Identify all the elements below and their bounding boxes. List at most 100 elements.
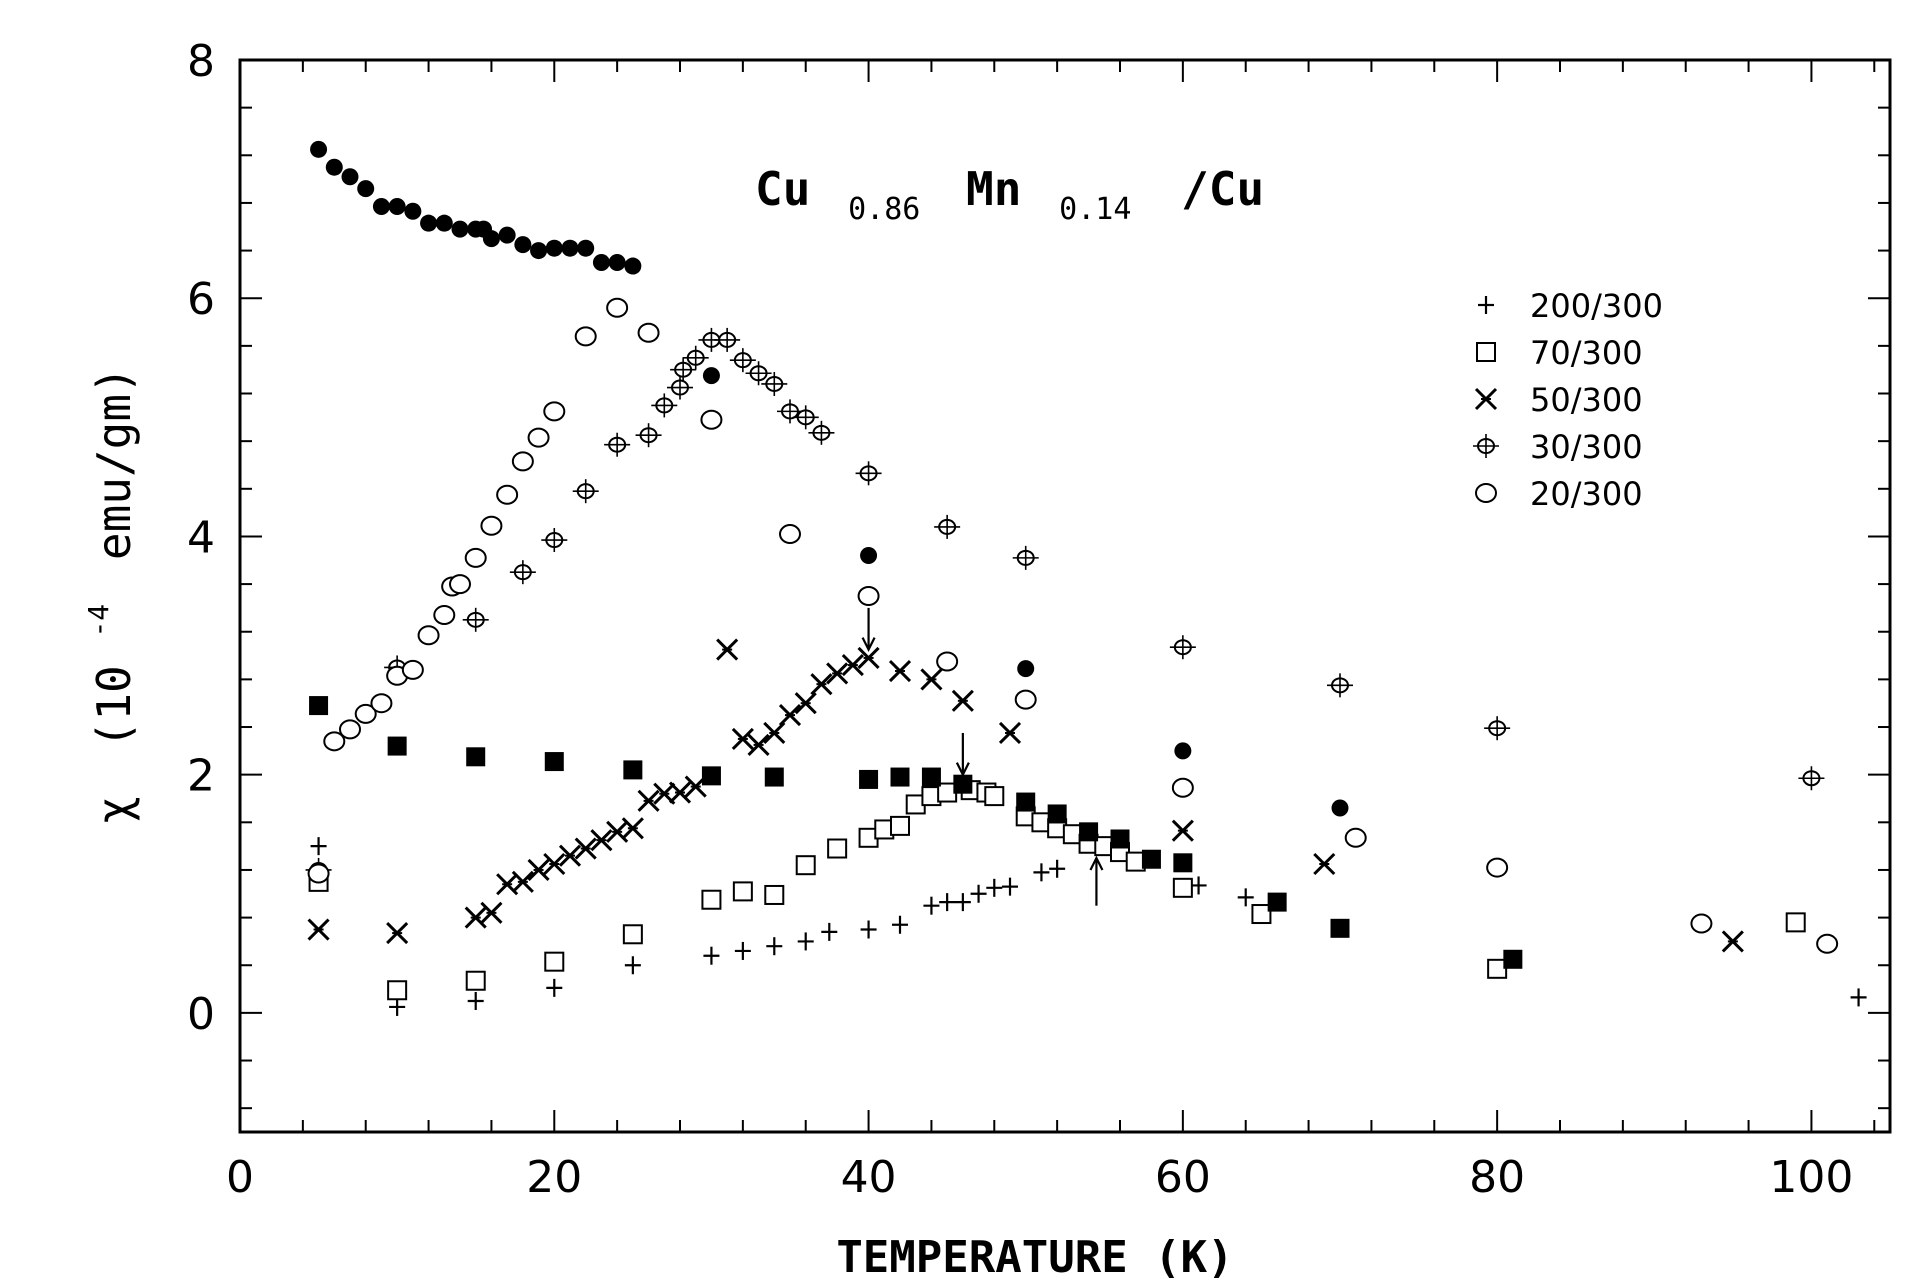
data-point <box>1171 777 1194 798</box>
data-point <box>764 767 784 787</box>
legend-marker <box>1478 296 1494 314</box>
series-filled-circle <box>310 140 1349 817</box>
data-point <box>700 409 723 430</box>
data-point <box>857 646 880 669</box>
series-20-300 <box>307 297 1839 954</box>
data-point <box>449 574 471 595</box>
data-point <box>1190 876 1207 895</box>
data-point <box>354 703 377 724</box>
data-point <box>795 855 816 876</box>
legend-label: 20/300 <box>1530 475 1643 513</box>
annotation-arrow <box>861 607 876 653</box>
data-point <box>1327 673 1353 698</box>
data-point <box>420 214 438 232</box>
data-point <box>480 515 503 536</box>
data-point <box>716 638 739 661</box>
data-point <box>734 941 751 960</box>
title-part-cu: Cu <box>755 162 810 216</box>
legend-marker <box>1476 342 1496 362</box>
data-point <box>890 767 910 787</box>
data-point <box>827 838 848 859</box>
data-point <box>635 423 662 448</box>
data-point <box>731 727 754 750</box>
data-point <box>341 168 359 186</box>
data-point <box>1047 804 1067 824</box>
legend-item: 200/300 <box>1478 287 1663 325</box>
legend-label: 50/300 <box>1530 381 1643 419</box>
arrow-layer <box>861 607 1104 906</box>
data-point <box>998 721 1022 745</box>
y-tick-labels: 0 2 4 6 8 <box>187 36 215 1040</box>
data-point <box>860 920 877 939</box>
data-point <box>541 528 568 553</box>
data-point <box>1173 853 1193 873</box>
data-point <box>480 901 503 924</box>
data-point <box>888 659 912 683</box>
x-tick-label: 100 <box>1769 1152 1853 1203</box>
series-layer <box>305 140 1867 1016</box>
data-point <box>544 951 565 972</box>
data-point <box>511 451 534 472</box>
data-point <box>561 239 579 257</box>
data-point <box>934 514 961 539</box>
y-axis-units: emu/gm) <box>87 366 141 560</box>
data-point <box>1487 958 1508 979</box>
data-point <box>729 348 756 373</box>
data-point <box>608 253 626 271</box>
data-point <box>1110 829 1130 849</box>
data-point <box>745 361 772 386</box>
legend-marker <box>1475 483 1497 503</box>
data-point <box>1017 660 1035 678</box>
data-point <box>604 432 631 457</box>
data-point <box>670 357 697 382</box>
data-point <box>779 524 801 545</box>
data-point <box>1690 913 1713 934</box>
data-point <box>1079 822 1099 842</box>
data-point <box>810 673 833 696</box>
data-point <box>544 752 564 772</box>
y-axis-main: (10 <box>87 665 141 748</box>
data-point <box>763 721 786 745</box>
data-point <box>1798 766 1825 791</box>
data-point <box>592 253 610 271</box>
data-point <box>1014 689 1037 710</box>
data-point <box>514 236 532 254</box>
data-point <box>984 786 1005 807</box>
data-point <box>1484 716 1511 741</box>
data-point <box>667 375 693 400</box>
data-point <box>621 817 644 840</box>
data-point <box>778 704 802 727</box>
data-point <box>1172 877 1193 898</box>
data-point <box>1313 852 1336 876</box>
data-point <box>624 257 642 275</box>
annotation-arrow <box>1089 855 1104 906</box>
y-tick-label: 2 <box>187 751 215 802</box>
data-point <box>668 781 692 804</box>
data-point <box>310 140 328 158</box>
data-point <box>482 230 500 248</box>
data-point <box>1330 918 1350 938</box>
data-point <box>543 852 566 876</box>
x-tick-label: 20 <box>526 1152 582 1203</box>
data-point <box>701 889 722 910</box>
series-200-300 <box>310 837 1867 1016</box>
x-tick-label: 60 <box>1155 1152 1211 1203</box>
data-point <box>370 693 393 714</box>
data-point <box>1486 857 1509 878</box>
data-point <box>954 893 971 912</box>
data-point <box>590 829 613 852</box>
y-tick-label: 8 <box>187 36 215 87</box>
data-point <box>892 915 908 934</box>
data-point <box>511 870 534 893</box>
y-axis-title: χ (10 -4 emu/gm) <box>65 366 141 824</box>
svg-text:χ (10 -4 emu: χ (10 -4 emu/gm) <box>65 366 141 824</box>
data-point <box>1503 949 1523 969</box>
data-point <box>1141 849 1161 869</box>
data-point <box>703 946 720 965</box>
data-point <box>401 659 424 680</box>
data-point <box>1002 877 1018 896</box>
legend: 200/300 70/300 50/300 30/300 20/300 <box>1473 287 1663 513</box>
data-point <box>920 668 943 691</box>
data-point <box>855 461 882 486</box>
y-tick-label: 0 <box>187 989 215 1040</box>
